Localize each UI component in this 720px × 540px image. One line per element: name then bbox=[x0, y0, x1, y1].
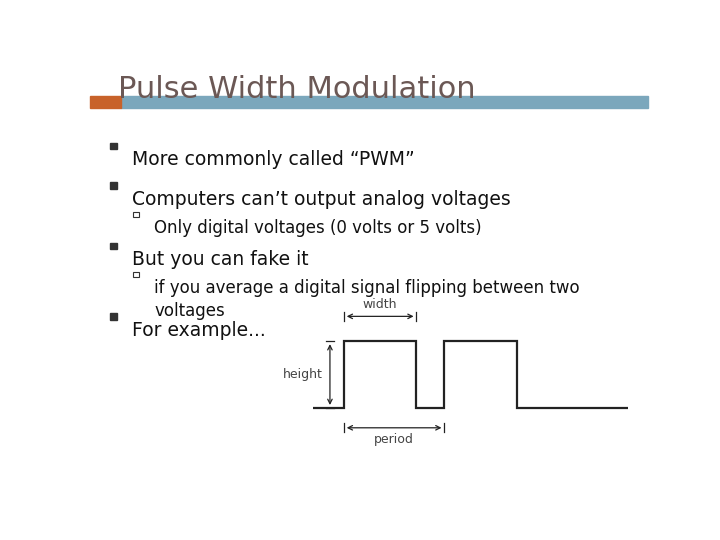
Text: if you average a digital signal flipping between two
voltages: if you average a digital signal flipping… bbox=[154, 279, 580, 320]
Text: Pulse Width Modulation: Pulse Width Modulation bbox=[118, 75, 475, 104]
Text: height: height bbox=[284, 368, 323, 381]
Bar bbox=[110, 243, 117, 249]
Bar bbox=[110, 313, 117, 320]
Text: Computers can’t output analog voltages: Computers can’t output analog voltages bbox=[132, 190, 510, 208]
Text: Only digital voltages (0 volts or 5 volts): Only digital voltages (0 volts or 5 volt… bbox=[154, 219, 482, 237]
Text: For example...: For example... bbox=[132, 321, 266, 340]
Text: period: period bbox=[374, 433, 414, 446]
Bar bbox=[121, 96, 648, 109]
FancyBboxPatch shape bbox=[133, 212, 138, 217]
Bar bbox=[110, 183, 117, 188]
FancyBboxPatch shape bbox=[133, 272, 138, 277]
Text: width: width bbox=[363, 299, 397, 312]
Bar bbox=[110, 143, 117, 149]
Text: But you can fake it: But you can fake it bbox=[132, 250, 308, 269]
Bar bbox=[90, 96, 121, 109]
Text: More commonly called “PWM”: More commonly called “PWM” bbox=[132, 150, 415, 169]
